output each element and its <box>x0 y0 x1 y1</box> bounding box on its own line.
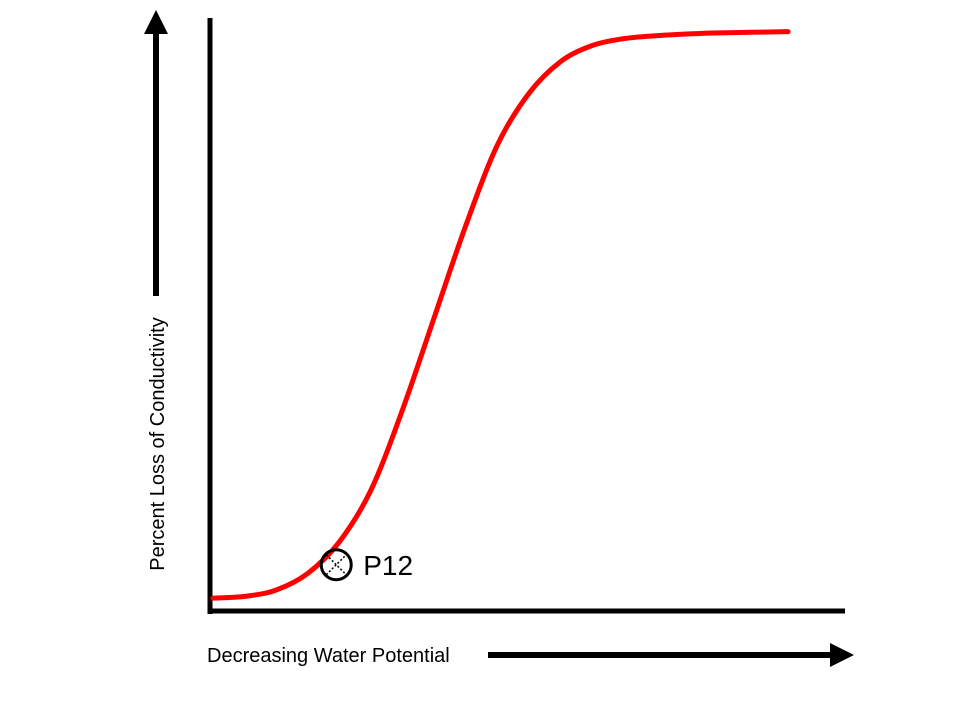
p12-point-marker <box>319 548 353 582</box>
p12-label: P12 <box>363 550 413 581</box>
y-axis-label: Percent Loss of Conductivity <box>147 317 169 570</box>
x-axis-label: Decreasing Water Potential <box>207 645 450 667</box>
vulnerability-curve <box>210 29 791 601</box>
p12-cross-line <box>325 554 347 576</box>
p12-circle-icon <box>319 548 353 582</box>
p12-cross-line <box>325 554 347 576</box>
